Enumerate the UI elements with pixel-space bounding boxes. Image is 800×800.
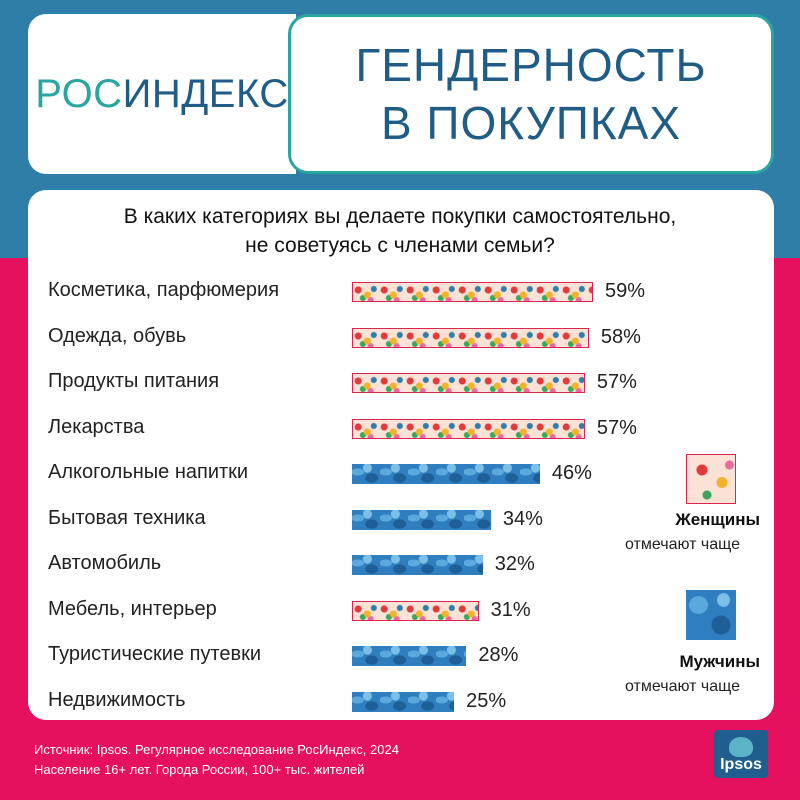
logo-part-1: РОС [35, 71, 123, 116]
bar-women [352, 327, 589, 348]
ipsos-logo: Ipsos [714, 730, 768, 778]
bar-men [352, 464, 540, 484]
chart-card [28, 190, 774, 720]
category-label: Лекарства [48, 415, 145, 438]
bar-value-label: 32% [494, 553, 535, 575]
title-line-2: В ПОКУПКАХ [380, 97, 682, 149]
bar-women [352, 600, 479, 621]
men-legend-camo-icon [686, 590, 736, 640]
bar-women [352, 418, 585, 439]
bar-value-label: 59% [605, 280, 646, 302]
ipsos-globe-icon [729, 737, 753, 757]
legend-women-sub: отмечают чаще [624, 536, 740, 553]
bar-men [352, 691, 455, 712]
category-label: Мебель, интерьер [48, 597, 217, 620]
title-panel: ГЕНДЕРНОСТЬ В ПОКУПКАХ [288, 14, 774, 174]
logo-panel: РОСИНДЕКС [28, 14, 296, 174]
title-line-1: ГЕНДЕРНОСТЬ [355, 39, 707, 91]
legend-women-title: Женщины [675, 510, 760, 529]
ipsos-logo-text: Ipsos [720, 756, 762, 773]
bar-value-label: 57% [596, 416, 637, 439]
question-line-1: В каких категориях вы делаете покупки са… [123, 205, 677, 228]
legend-men-sub: отмечают чаще [624, 678, 740, 695]
bar-value-label: 25% [466, 689, 507, 712]
category-label: Продукты питания [48, 370, 220, 392]
legend-men-title: Мужчины [679, 652, 760, 671]
bar-men [352, 646, 467, 666]
bar-value-label: 46% [551, 462, 592, 484]
logo-part-2: ИНДЕКС [122, 71, 289, 116]
category-label: Недвижимость [48, 688, 186, 711]
bar-value-label: 28% [478, 644, 519, 666]
category-label: Одежда, обувь [48, 324, 187, 347]
category-label: Бытовая техника [48, 506, 206, 529]
category-label: Автомобиль [48, 552, 162, 574]
bar-value-label: 34% [502, 507, 543, 530]
category-label: Алкогольные напитки [48, 461, 249, 483]
source-line-1: Источник: Ipsos. Регулярное исследование… [34, 742, 399, 757]
source-line-2: Население 16+ лет. Города России, 100+ т… [34, 762, 365, 777]
bar-value-label: 58% [600, 325, 641, 348]
bar-men [352, 555, 483, 575]
chart-question: В каких категориях вы делаете покупки са… [0, 202, 800, 260]
category-label: Косметика, парфюмерия [48, 279, 280, 301]
bar-value-label: 57% [596, 371, 637, 393]
bar-women [352, 282, 593, 302]
bar-value-label: 31% [490, 598, 531, 621]
bar-men [352, 509, 491, 530]
women-legend-floral-icon [686, 454, 736, 504]
bar-women [352, 373, 585, 393]
category-label: Туристические путевки [48, 643, 262, 665]
question-line-2: не советуясь с членами семьи? [245, 234, 555, 257]
rosindex-logo: РОСИНДЕКС [35, 72, 288, 117]
